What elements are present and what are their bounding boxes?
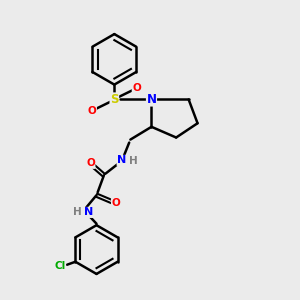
Text: N: N [146,93,157,106]
Text: N: N [84,207,93,218]
Text: S: S [110,93,118,106]
Text: O: O [86,158,95,168]
Text: N: N [117,155,126,165]
Text: H: H [73,207,82,217]
Text: Cl: Cl [54,261,66,271]
Text: O: O [111,199,120,208]
Text: H: H [129,156,137,166]
Text: O: O [132,82,141,93]
Text: O: O [88,106,96,116]
